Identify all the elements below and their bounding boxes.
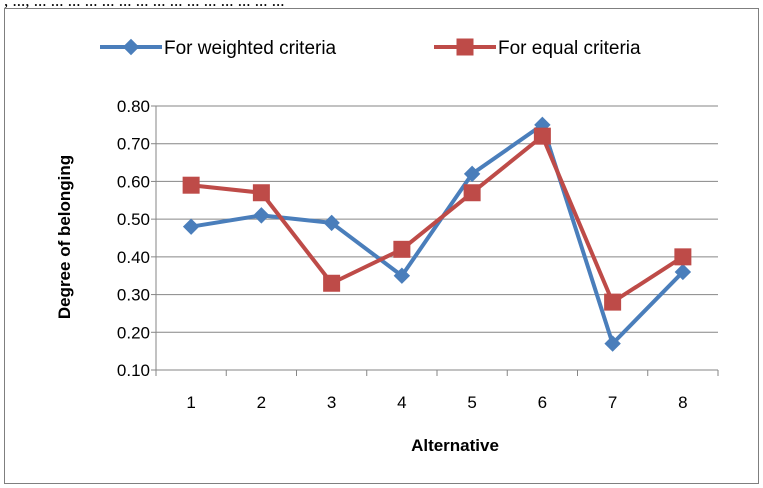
data-point-marker: [604, 293, 622, 311]
legend-item-2: For equal criteria: [434, 38, 641, 59]
x-axis-title: Alternative: [411, 436, 499, 455]
series-line: [189, 134, 685, 305]
x-tick-label: 3: [327, 393, 336, 412]
data-point-marker: [463, 165, 481, 183]
legend-label: For equal criteria: [498, 38, 641, 59]
x-tick-label: 5: [467, 393, 476, 412]
legend-label: For weighted criteria: [164, 38, 337, 59]
y-tick-label: 0.30: [117, 286, 150, 305]
data-point-marker: [674, 263, 692, 281]
y-tick-label: 0.70: [117, 135, 150, 154]
y-tick-label: 0.20: [117, 323, 150, 342]
data-point-marker: [393, 240, 411, 258]
y-tick-label: 0.40: [117, 248, 150, 267]
data-point-marker: [323, 214, 340, 232]
y-tick-label: 0.80: [117, 97, 150, 116]
x-tick-label: 2: [257, 393, 266, 412]
data-point-marker: [253, 207, 270, 224]
series-line: [189, 122, 685, 346]
series-layer: [182, 116, 692, 352]
legend: For weighted criteria For equal criteria: [100, 38, 641, 59]
legend-item-1: For weighted criteria: [100, 38, 337, 59]
data-point-marker: [393, 267, 411, 284]
series-2: [182, 127, 692, 311]
y-tick-label: 0.10: [117, 361, 150, 380]
y-axis-title: Degree of belonging: [55, 155, 74, 319]
x-tick-label: 8: [678, 393, 687, 412]
data-point-marker: [674, 248, 692, 266]
x-tick-label: 4: [397, 393, 406, 412]
data-point-marker: [182, 176, 200, 194]
data-point-marker: [252, 184, 270, 202]
y-tick-label: 0.60: [117, 172, 150, 191]
y-tick-label: 0.50: [117, 210, 150, 229]
data-point-marker: [182, 218, 200, 235]
chart-frame: [4, 8, 759, 484]
data-point-marker: [533, 127, 551, 145]
caption-fragment: , ..., ... ... ... ... ... ... ... ... .…: [0, 0, 763, 9]
series-1: [182, 116, 692, 352]
data-point-marker: [456, 38, 474, 56]
data-point-marker: [604, 335, 621, 352]
data-point-marker: [323, 274, 341, 292]
data-point-marker: [463, 184, 481, 202]
x-tick-label: 6: [538, 393, 547, 412]
axes: 0.10 0.20 0.30 0.40 0.50 0.60 0.70 0.80 1 2 3 4 5 6 7 8: [117, 97, 719, 412]
x-tick-label: 1: [186, 393, 195, 412]
x-tick-label: 7: [608, 393, 617, 412]
data-point-marker: [122, 38, 140, 56]
